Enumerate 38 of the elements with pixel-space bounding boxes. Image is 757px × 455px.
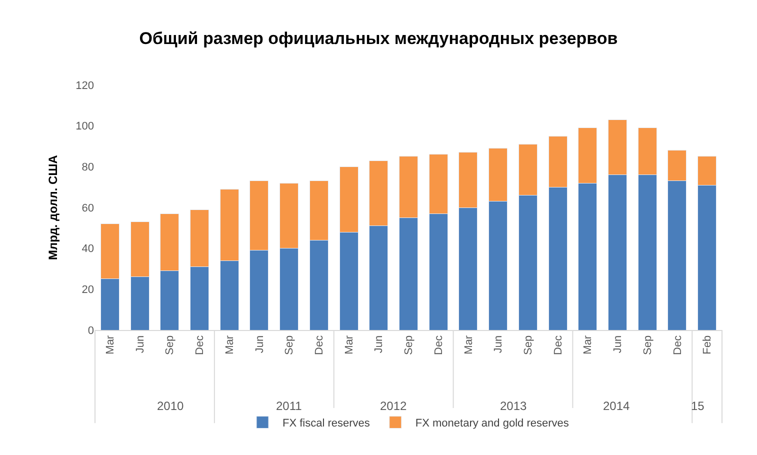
x-tick-label: Mar bbox=[224, 335, 236, 354]
x-tick-label: Mar bbox=[582, 335, 594, 354]
y-tick-label: 100 bbox=[76, 120, 94, 133]
x-tick-label: Mar bbox=[462, 335, 475, 354]
text: 2011 bbox=[276, 399, 302, 413]
text: 2012 bbox=[380, 399, 408, 413]
y-tick-label: 120 bbox=[76, 80, 94, 92]
x-tick-label: Sep bbox=[522, 335, 535, 355]
x-tick-label: Mar bbox=[343, 335, 356, 354]
x-tick-label: Jun bbox=[254, 335, 266, 354]
y-tick-label: 80 bbox=[82, 162, 94, 174]
text: 15 bbox=[691, 399, 705, 413]
x-tick-label: Sep bbox=[642, 335, 654, 355]
x-tick-label: Dec bbox=[314, 334, 326, 355]
x-tick-label: Jun bbox=[492, 335, 505, 354]
x-tick-label: Dec bbox=[194, 334, 206, 355]
x-tick-label: Jun bbox=[612, 335, 624, 354]
x-tick-label: Mar bbox=[104, 335, 117, 354]
x-tick-label: Dec bbox=[432, 334, 445, 355]
y-tick-label: 20 bbox=[82, 284, 94, 296]
x-tick-label: Jun bbox=[134, 335, 146, 354]
y-tick-label: 40 bbox=[82, 243, 94, 256]
text: 2014 bbox=[603, 399, 630, 413]
legend-label: FX fiscal reserves bbox=[282, 418, 370, 430]
text: 2010 bbox=[157, 399, 184, 413]
x-tick-label: Sep bbox=[403, 335, 416, 355]
chart-title: Общий размер официальных международных резервов bbox=[139, 28, 618, 48]
y-tick-label: 60 bbox=[82, 202, 94, 214]
text: 2013 bbox=[500, 399, 528, 413]
y-tick-label: 0 bbox=[88, 324, 94, 337]
x-tick-label: Jun bbox=[373, 335, 386, 354]
x-tick-label: Sep bbox=[284, 335, 296, 355]
x-tick-label: Sep bbox=[164, 335, 176, 355]
legend-label: FX monetary and gold reserves bbox=[415, 418, 570, 430]
y-axis-title: Млрд. долл. США bbox=[46, 154, 60, 260]
x-tick-label: Dec bbox=[552, 334, 564, 355]
x-tick-label: Dec bbox=[672, 334, 684, 355]
x-tick-label: Feb bbox=[702, 335, 714, 354]
